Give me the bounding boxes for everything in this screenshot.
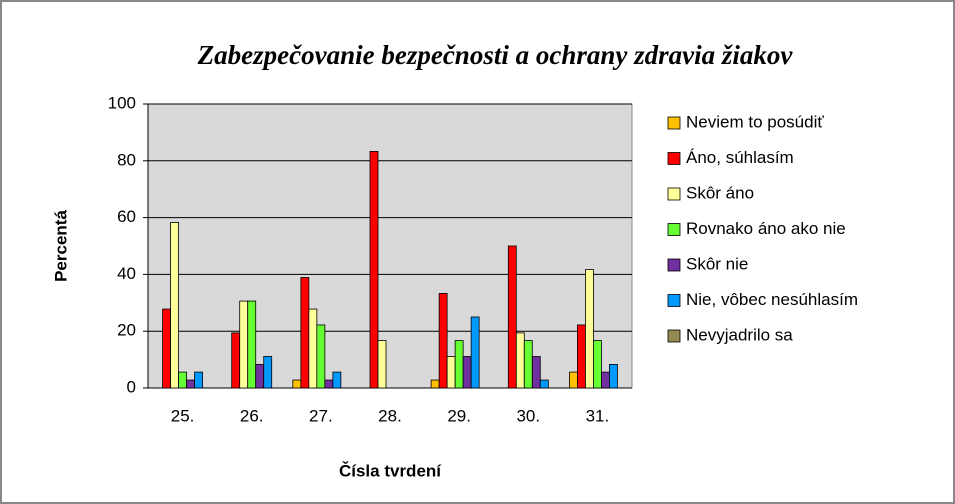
bar — [247, 300, 257, 389]
bar — [369, 151, 379, 389]
bar — [170, 222, 179, 389]
bar — [178, 371, 187, 389]
legend-label: Nie, vôbec nesúhlasím — [686, 290, 858, 309]
x-tick-label: 28. — [378, 406, 402, 425]
y-axis-title: Percentá — [51, 210, 70, 282]
legend-swatch — [667, 152, 681, 165]
plot-area — [147, 103, 633, 389]
y-tick-label: 60 — [117, 207, 136, 226]
bar — [377, 340, 387, 389]
legend-label: Skôr nie — [686, 254, 748, 273]
bar — [569, 371, 578, 389]
bar — [454, 340, 464, 389]
bar — [194, 371, 203, 389]
legend-label: Neviem to posúdiť — [686, 112, 824, 131]
x-tick-label: 31. — [586, 406, 610, 425]
bar — [515, 332, 525, 389]
legend-swatch — [667, 258, 681, 272]
bar — [593, 340, 602, 389]
x-axis-title: Čísla tvrdení — [339, 461, 442, 480]
bar — [292, 379, 302, 389]
bar — [470, 316, 480, 389]
bar — [446, 356, 456, 389]
legend-label: Nevyjadrilo sa — [686, 325, 793, 344]
legend-label: Skôr áno — [686, 183, 754, 202]
bar — [539, 379, 549, 389]
chart-title: Zabezpečovanie bezpečnosti a ochrany zdr… — [197, 40, 794, 70]
legend-label: Rovnako áno ako nie — [686, 219, 846, 238]
bar — [316, 324, 326, 389]
bar — [324, 379, 334, 389]
legend-swatch — [667, 223, 681, 236]
bar — [231, 332, 241, 389]
x-tick-label: 30. — [516, 406, 540, 425]
y-tick-label: 0 — [127, 377, 136, 396]
bar — [300, 277, 310, 389]
bar — [162, 308, 171, 389]
bar — [462, 356, 472, 389]
bar — [531, 356, 541, 389]
bar — [308, 308, 318, 389]
bar — [577, 324, 586, 389]
x-tick-label: 29. — [447, 406, 471, 425]
legend-swatch — [667, 116, 681, 130]
bar — [585, 269, 594, 389]
y-tick-label: 20 — [117, 321, 136, 340]
x-tick-label: 25. — [171, 406, 195, 425]
legend-swatch — [667, 329, 681, 343]
legend-label: Áno, súhlasím — [686, 148, 794, 167]
bar — [430, 379, 440, 389]
bar — [186, 379, 195, 389]
legend-swatch — [667, 187, 681, 201]
bar — [438, 293, 448, 389]
bar — [507, 245, 517, 389]
y-tick-label: 80 — [117, 150, 136, 169]
bar — [263, 356, 273, 389]
bar — [332, 371, 342, 389]
bar — [609, 364, 618, 389]
bar — [601, 371, 610, 389]
x-tick-label: 27. — [309, 406, 333, 425]
x-tick-label: 26. — [240, 406, 264, 425]
y-tick-label: 100 — [108, 93, 136, 112]
legend-swatch — [667, 294, 681, 307]
y-tick-label: 40 — [117, 264, 136, 283]
bar — [255, 364, 265, 389]
bar — [239, 300, 249, 389]
bar — [523, 340, 533, 389]
